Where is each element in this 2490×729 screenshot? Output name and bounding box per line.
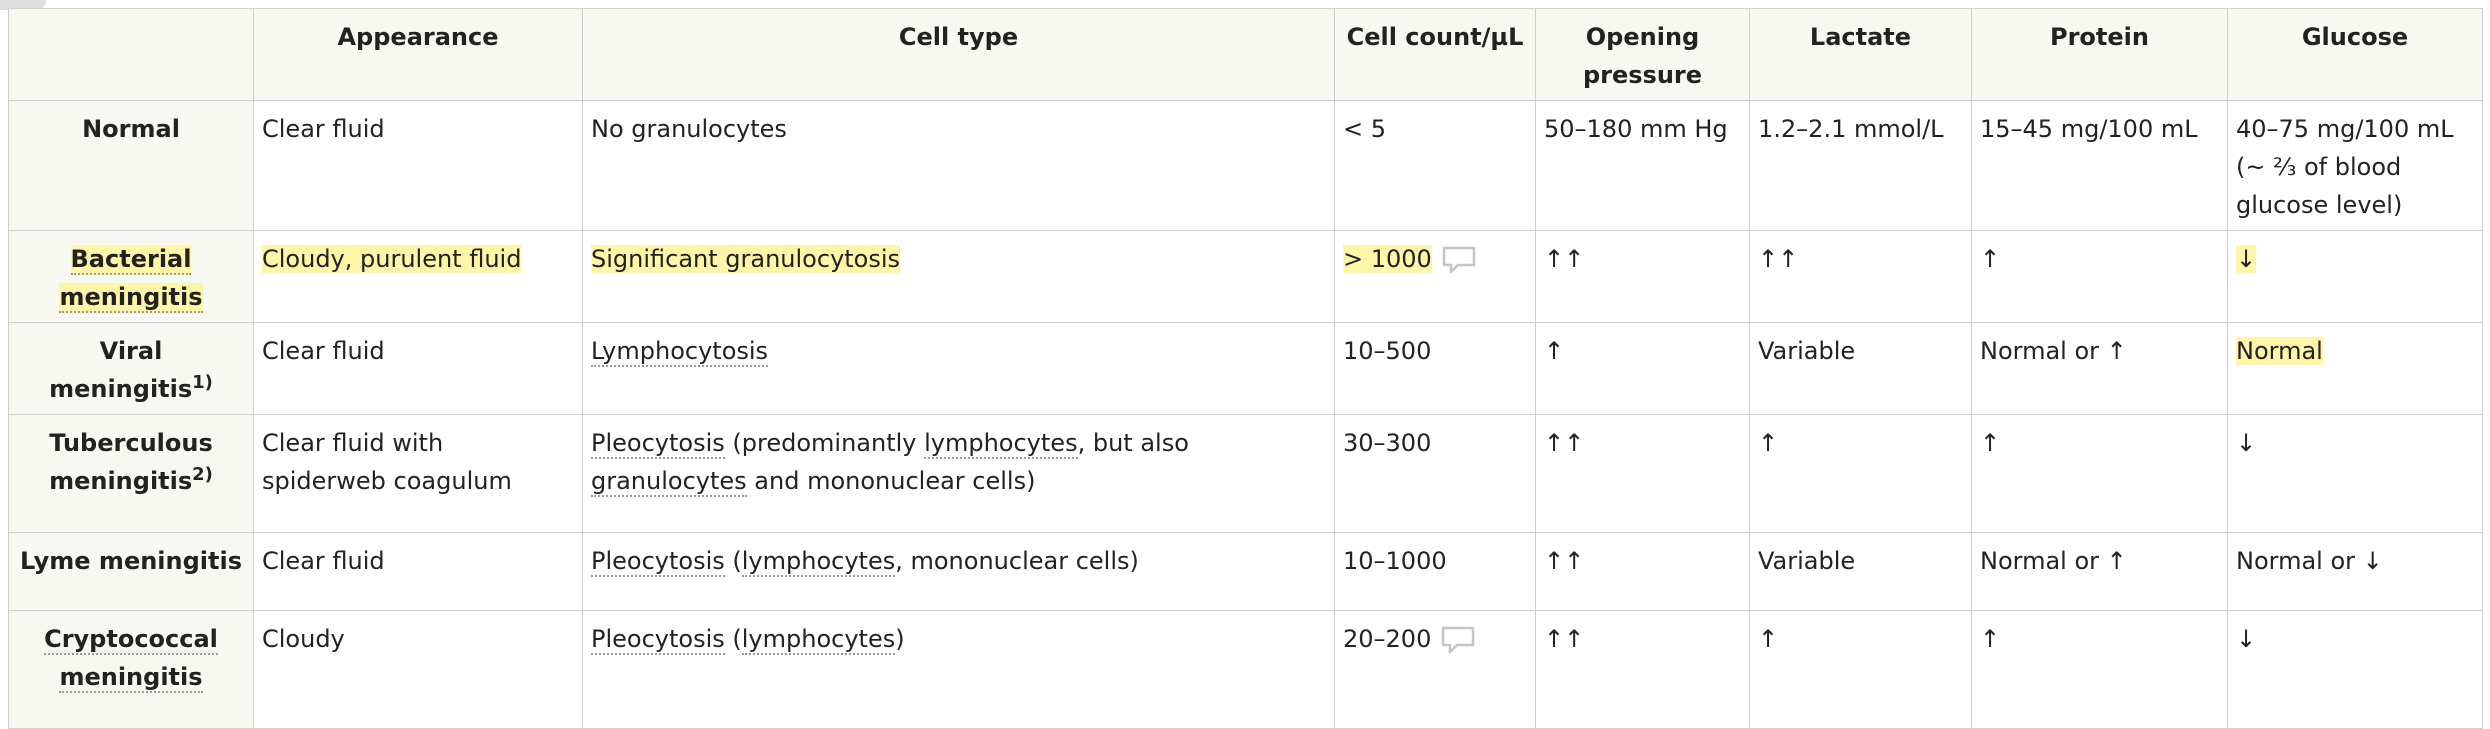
cell-count: 10–500 — [1334, 322, 1536, 415]
cell-type-text: (predominantly — [724, 429, 925, 457]
row-label-lyme-meningitis: Lyme meningitis — [8, 532, 254, 611]
pleocytosis-link[interactable]: Pleocytosis — [591, 625, 725, 655]
csf-findings-table: Appearance Cell type Cell count/µL Openi… — [8, 8, 2483, 729]
pleocytosis-link[interactable]: Pleocytosis — [591, 547, 725, 577]
bacterial-meningitis-link[interactable]: Bacterial meningitis — [59, 245, 203, 313]
cell-cell-type: Pleocytosis (lymphocytes) — [582, 610, 1335, 729]
footnote-marker[interactable]: 1) — [192, 372, 213, 393]
cell-count: 20–200 — [1334, 610, 1536, 729]
cell-type-text: ) — [895, 625, 905, 653]
row-label-text: Tuberculous meningitis — [49, 429, 213, 495]
cell-lactate: 1.2–2.1 mmol/L — [1749, 100, 1972, 231]
cell-glucose: ↓ — [2227, 414, 2483, 533]
cell-cell-type: Pleocytosis (lymphocytes, mononuclear ce… — [582, 532, 1335, 611]
header-row: Appearance Cell type Cell count/µL Openi… — [8, 8, 2483, 101]
cell-cell-type: Significant granulocytosis — [582, 230, 1335, 323]
speech-bubble-icon[interactable] — [1442, 246, 1476, 274]
cell-type-text: and mononuclear cells) — [746, 467, 1036, 495]
cell-appearance: Cloudy — [253, 610, 583, 729]
cell-protein: ↑ — [1971, 414, 2228, 533]
pleocytosis-link[interactable]: Pleocytosis — [591, 429, 725, 459]
lymphocytes-link[interactable]: lymphocytes — [741, 625, 896, 655]
table-row: Cryptococcal meningitis Cloudy Pleocytos… — [8, 610, 2483, 729]
cell-protein: ↑ — [1971, 230, 2228, 323]
cell-type-text: ( — [724, 625, 742, 653]
lymphocytes-link[interactable]: lymphocytes — [741, 547, 896, 577]
speech-bubble-icon[interactable] — [1441, 626, 1475, 654]
cell-opening-pressure: ↑↑ — [1535, 532, 1750, 611]
cryptococcal-meningitis-link[interactable]: Cryptococcal meningitis — [44, 625, 218, 693]
header-protein: Protein — [1971, 8, 2228, 101]
cell-lactate: ↑ — [1749, 414, 1972, 533]
row-label-bacterial-meningitis: Bacterial meningitis — [8, 230, 254, 323]
cell-lactate: Variable — [1749, 532, 1972, 611]
cell-protein: Normal or ↑ — [1971, 532, 2228, 611]
table-row: Viral meningitis1) Clear fluid Lymphocyt… — [8, 322, 2483, 415]
footnote-marker[interactable]: 2) — [192, 464, 213, 485]
granulocytes-link[interactable]: granulocytes — [591, 467, 747, 497]
cell-appearance: Clear fluid with spiderweb coagulum — [253, 414, 583, 533]
table-row: Lyme meningitis Clear fluid Pleocytosis … — [8, 532, 2483, 611]
highlighted-glucose: Normal — [2236, 337, 2323, 365]
cell-protein: Normal or ↑ — [1971, 322, 2228, 415]
header-glucose: Glucose — [2227, 8, 2483, 101]
cell-type-text: , mononuclear cells) — [895, 547, 1139, 575]
table-row: Normal Clear fluid No granulocytes < 5 5… — [8, 100, 2483, 231]
row-label-tuberculous-meningitis: Tuberculous meningitis2) — [8, 414, 254, 533]
lymphocytosis-link[interactable]: Lymphocytosis — [591, 337, 769, 367]
table-row: Tuberculous meningitis2) Clear fluid wit… — [8, 414, 2483, 533]
cell-count: > 1000 — [1334, 230, 1536, 323]
cell-appearance: Clear fluid — [253, 100, 583, 231]
row-label-text: Viral meningitis — [49, 337, 193, 403]
header-opening-pressure: Opening pressure — [1535, 8, 1750, 101]
cell-count: 30–300 — [1334, 414, 1536, 533]
cell-appearance: Clear fluid — [253, 532, 583, 611]
page-corner-decoration — [0, 0, 46, 10]
cell-lactate: Variable — [1749, 322, 1972, 415]
cell-glucose: 40–75 mg/100 mL (~ ⅔ of blood glucose le… — [2227, 100, 2483, 231]
row-label-cryptococcal-meningitis: Cryptococcal meningitis — [8, 610, 254, 729]
cell-glucose: ↓ — [2227, 610, 2483, 729]
cell-cell-type: Pleocytosis (predominantly lymphocytes, … — [582, 414, 1335, 533]
header-cell-type: Cell type — [582, 8, 1335, 101]
cell-opening-pressure: ↑↑ — [1535, 414, 1750, 533]
cell-glucose: Normal or ↓ — [2227, 532, 2483, 611]
highlighted-cell-type: Significant granulocytosis — [591, 245, 901, 273]
cell-cell-type: No granulocytes — [582, 100, 1335, 231]
header-lactate: Lactate — [1749, 8, 1972, 101]
highlighted-cell-count: > 1000 — [1343, 245, 1432, 273]
cell-opening-pressure: ↑↑ — [1535, 610, 1750, 729]
lymphocytes-link[interactable]: lymphocytes — [924, 429, 1078, 459]
cell-type-text: ( — [724, 547, 742, 575]
cell-protein: 15–45 mg/100 mL — [1971, 100, 2228, 231]
row-label-viral-meningitis: Viral meningitis1) — [8, 322, 254, 415]
cell-opening-pressure: ↑↑ — [1535, 230, 1750, 323]
cell-lactate: ↑ — [1749, 610, 1972, 729]
cell-type-text: No granulocytes — [591, 115, 787, 143]
cell-type-text: , but also — [1077, 429, 1189, 457]
highlighted-glucose: ↓ — [2236, 245, 2257, 273]
header-appearance: Appearance — [253, 8, 583, 101]
row-label-normal: Normal — [8, 100, 254, 231]
cell-glucose: ↓ — [2227, 230, 2483, 323]
cell-appearance: Cloudy, purulent fluid — [253, 230, 583, 323]
cell-opening-pressure: 50–180 mm Hg — [1535, 100, 1750, 231]
cell-cell-type: Lymphocytosis — [582, 322, 1335, 415]
cell-opening-pressure: ↑ — [1535, 322, 1750, 415]
highlighted-appearance: Cloudy, purulent fluid — [262, 245, 522, 273]
cell-count-text: 20–200 — [1343, 625, 1432, 653]
cell-count: 10–1000 — [1334, 532, 1536, 611]
cell-protein: ↑ — [1971, 610, 2228, 729]
header-corner — [8, 8, 254, 101]
cell-lactate: ↑↑ — [1749, 230, 1972, 323]
cell-appearance: Clear fluid — [253, 322, 583, 415]
header-cell-count: Cell count/µL — [1334, 8, 1536, 101]
cell-count: < 5 — [1334, 100, 1536, 231]
cell-glucose: Normal — [2227, 322, 2483, 415]
table-row: Bacterial meningitis Cloudy, purulent fl… — [8, 230, 2483, 323]
